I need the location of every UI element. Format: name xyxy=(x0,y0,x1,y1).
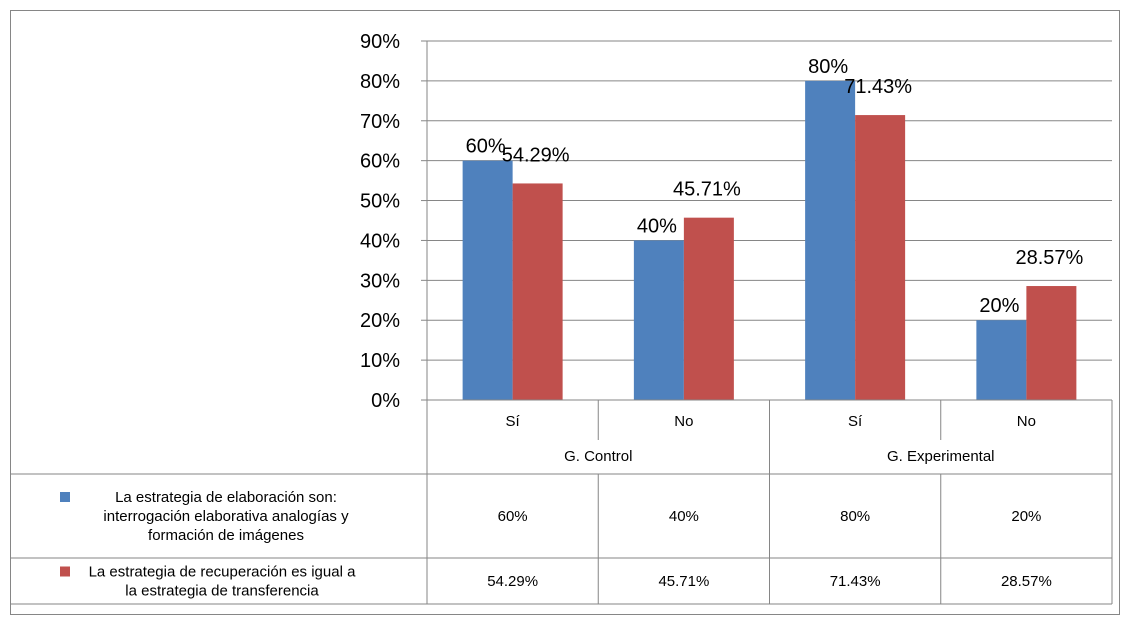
x-group-label: G. Control xyxy=(564,448,632,465)
bar-series-1 xyxy=(462,160,513,400)
y-tick-label: 0% xyxy=(371,390,400,412)
chart-frame xyxy=(10,10,1120,615)
x-category-label: No xyxy=(1017,413,1036,430)
bar-series-2 xyxy=(683,217,734,400)
legend-key-series-2 xyxy=(60,566,70,577)
y-tick-label: 10% xyxy=(360,350,400,372)
legend-label: formación de imágenes xyxy=(148,527,304,544)
table-cell-value: 45.71% xyxy=(658,573,709,590)
y-tick-label: 50% xyxy=(360,191,400,213)
data-label: 20% xyxy=(979,295,1019,317)
data-label: 60% xyxy=(466,136,506,158)
x-category-label: Sí xyxy=(848,413,863,430)
y-tick-label: 70% xyxy=(360,111,400,133)
table-cell-value: 60% xyxy=(498,508,528,525)
x-category-label: No xyxy=(674,413,693,430)
data-label: 54.29% xyxy=(502,144,570,166)
data-label: 40% xyxy=(637,215,677,237)
bar-series-2 xyxy=(512,183,563,400)
data-label: 45.71% xyxy=(673,179,741,201)
table-cell-value: 71.43% xyxy=(830,573,881,590)
table-cell-value: 20% xyxy=(1011,508,1041,525)
legend-label: interrogación elaborativa analogías y xyxy=(103,508,349,525)
x-category-label: Sí xyxy=(506,413,521,430)
y-tick-label: 20% xyxy=(360,310,400,332)
legend-label: La estrategia de elaboración son: xyxy=(115,489,337,506)
y-tick-label: 30% xyxy=(360,270,400,292)
table-cell-value: 28.57% xyxy=(1001,573,1052,590)
legend-label: La estrategia de recuperación es igual a xyxy=(89,564,357,581)
y-tick-label: 40% xyxy=(360,230,400,252)
y-tick-label: 80% xyxy=(360,71,400,93)
bar-series-1 xyxy=(633,240,684,400)
bar-series-2 xyxy=(855,115,906,400)
data-label: 28.57% xyxy=(1015,247,1083,269)
bar-series-2 xyxy=(1026,286,1077,400)
x-group-label: G. Experimental xyxy=(887,448,995,465)
data-label: 80% xyxy=(808,56,848,78)
bar-series-1 xyxy=(976,320,1027,400)
table-cell-value: 80% xyxy=(840,508,870,525)
legend-label: la estrategia de transferencia xyxy=(125,583,319,600)
bar-series-1 xyxy=(805,80,856,400)
table-cell-value: 40% xyxy=(669,508,699,525)
y-tick-label: 60% xyxy=(360,151,400,173)
legend-key-series-1 xyxy=(60,492,70,502)
y-tick-label: 90% xyxy=(360,31,400,53)
data-label: 71.43% xyxy=(844,76,912,98)
table-cell-value: 54.29% xyxy=(487,573,538,590)
